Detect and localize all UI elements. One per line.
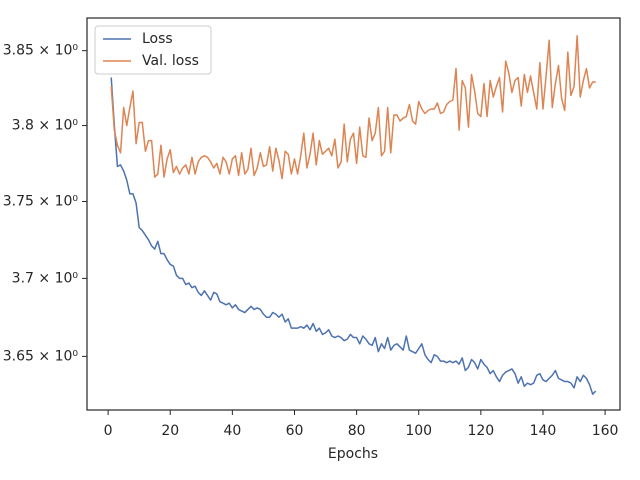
x-tick-label: 60 <box>286 423 304 439</box>
y-tick-label: 3.85 × 10⁰ <box>3 43 79 59</box>
y-tick-label: 3.65 × 10⁰ <box>3 348 79 364</box>
x-axis-label: Epochs <box>328 446 378 462</box>
legend-label: Loss <box>142 31 173 47</box>
series-line <box>110 35 596 180</box>
x-tick-label: 160 <box>592 423 619 439</box>
y-tick-label: 3.7 × 10⁰ <box>12 270 79 286</box>
legend-box <box>94 25 212 75</box>
y-tick-label: 3.8 × 10⁰ <box>12 118 79 134</box>
x-tick-label: 0 <box>104 423 113 439</box>
x-tick-label: 120 <box>467 423 494 439</box>
x-tick-label: 100 <box>405 423 432 439</box>
x-tick-label: 40 <box>223 423 241 439</box>
x-tick-label: 20 <box>161 423 179 439</box>
y-tick-label: 3.75 × 10⁰ <box>3 193 79 209</box>
legend-label: Val. loss <box>142 53 199 69</box>
series-line <box>110 77 597 395</box>
x-tick-label: 80 <box>348 423 366 439</box>
x-tick-label: 140 <box>530 423 557 439</box>
plot-frame <box>86 17 621 411</box>
